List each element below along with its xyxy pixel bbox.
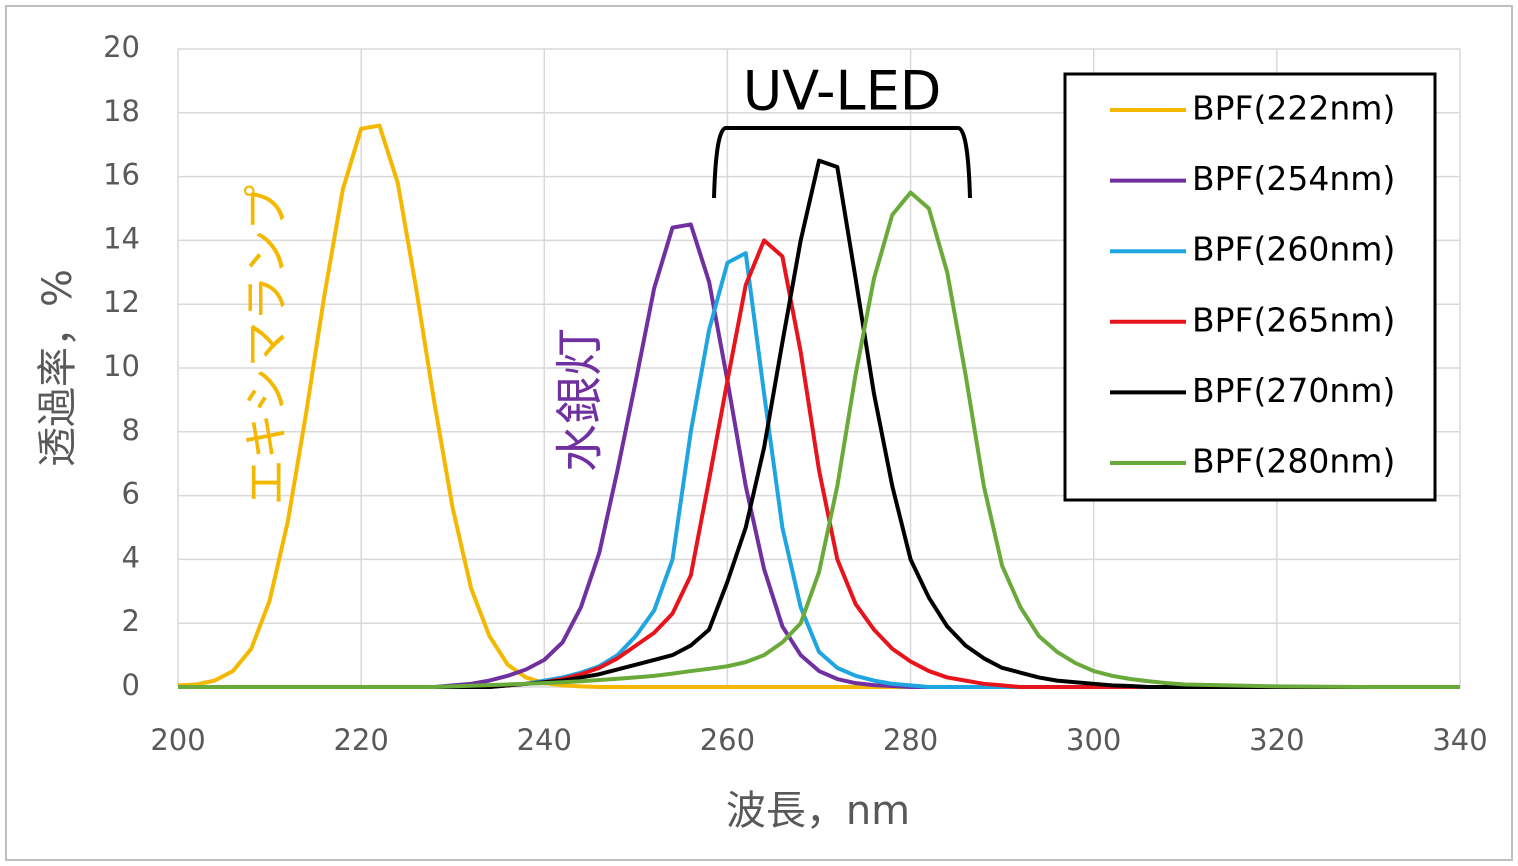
- annotation: 水銀灯: [552, 328, 608, 472]
- annotation: UV-LED: [743, 60, 942, 123]
- y-tick-label: 2: [122, 604, 140, 638]
- x-tick-label: 340: [1432, 723, 1487, 757]
- x-tick-label: 320: [1249, 723, 1304, 757]
- legend-label: BPF(280nm): [1192, 442, 1395, 481]
- uv-led-bracket: [712, 126, 972, 199]
- y-tick-label: 8: [122, 413, 140, 447]
- y-tick-label: 14: [103, 221, 140, 255]
- legend-label: BPF(222nm): [1192, 89, 1395, 128]
- y-tick-label: 0: [122, 668, 140, 702]
- x-tick-label: 260: [700, 723, 755, 757]
- legend-label: BPF(254nm): [1192, 159, 1395, 198]
- annotation: エキシマランプ: [240, 185, 294, 506]
- x-tick-label: 240: [517, 723, 572, 757]
- y-tick-label: 18: [103, 94, 140, 128]
- y-tick-label: 10: [103, 349, 140, 383]
- y-tick-label: 12: [103, 285, 140, 319]
- lines: [177, 123, 1460, 689]
- x-axis-title: 波長，nm: [726, 788, 910, 834]
- y-axis-title: 透過率，%: [35, 269, 81, 467]
- y-tick-label: 16: [103, 158, 140, 192]
- legend-label: BPF(260nm): [1192, 230, 1395, 269]
- x-tick-label: 220: [333, 723, 388, 757]
- y-tick-label: 20: [103, 30, 140, 64]
- x-tick-label: 200: [150, 723, 205, 757]
- legend: BPF(222nm) BPF(254nm) BPF(260nm) BPF(265nm)…: [1110, 89, 1395, 481]
- legend-label: BPF(265nm): [1192, 300, 1395, 339]
- x-tick-label: 280: [883, 723, 938, 757]
- series-line: [178, 190, 1460, 689]
- x-tick-label: 300: [1066, 723, 1121, 757]
- y-tick-label: 6: [122, 477, 140, 511]
- legend-label: BPF(270nm): [1192, 371, 1395, 410]
- y-tick-label: 4: [122, 540, 140, 574]
- legend-box: [1063, 72, 1437, 502]
